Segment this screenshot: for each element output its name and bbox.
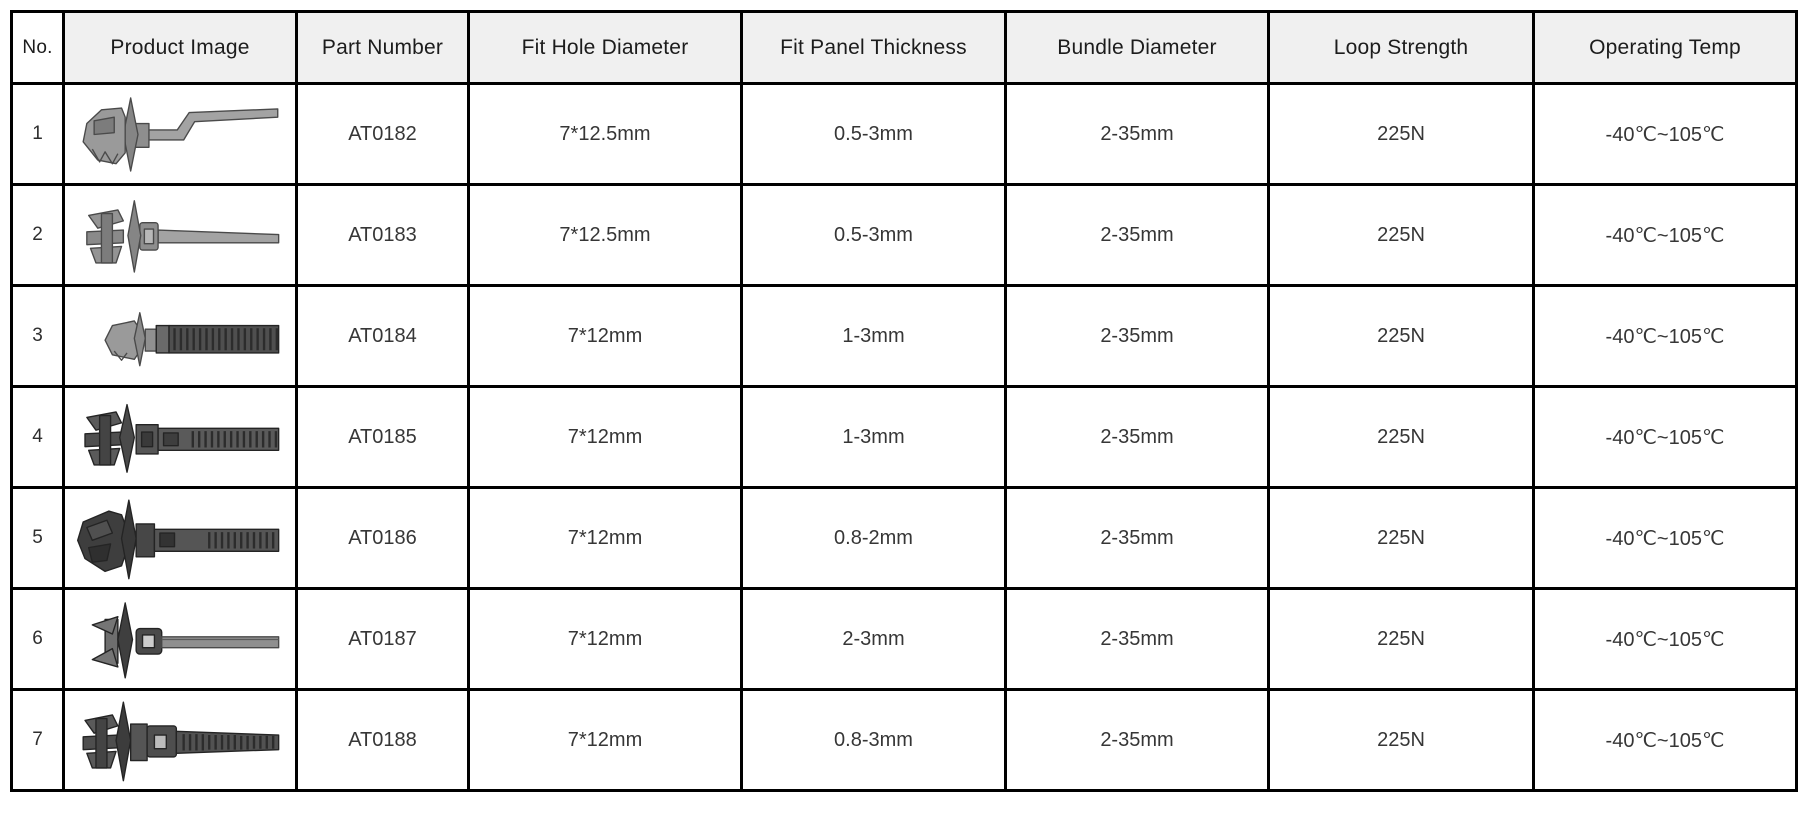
cell-fit-hole-diameter: 7*12.5mm — [467, 183, 743, 287]
cell-operating-temp: -40℃~105℃ — [1532, 385, 1798, 489]
cable-tie-arrowhead-bent-strap-icon — [82, 96, 279, 172]
table-row: 2 AT0183 7*12.5mm 0.5-3mm 2-35mm 225N -4… — [10, 183, 1798, 287]
cell-bundle-diameter: 2-35mm — [1004, 82, 1270, 186]
col-header-loop-strength: Loop Strength — [1267, 10, 1535, 85]
cell-part-number: AT0188 — [295, 688, 470, 792]
cell-operating-temp: -40℃~105℃ — [1532, 587, 1798, 691]
cell-product-image — [62, 183, 298, 287]
cell-fit-panel-thickness: 0.8-2mm — [740, 486, 1007, 590]
table-row: 1 AT0182 7*12.5mm 0.5-3mm 2-35mm 225N -4… — [10, 82, 1798, 186]
cable-tie-fir-tree-straight-strap-icon — [86, 199, 280, 273]
cell-no: 4 — [10, 385, 65, 489]
table-row: 6 AT0187 7*12mm 2-3mm 2-35mm 225N -40℃~1… — [10, 587, 1798, 691]
cell-operating-temp: -40℃~105℃ — [1532, 183, 1798, 287]
cell-no: 5 — [10, 486, 65, 590]
col-header-part-number: Part Number — [295, 10, 470, 85]
cell-fit-panel-thickness: 0.5-3mm — [740, 82, 1007, 186]
cell-bundle-diameter: 2-35mm — [1004, 284, 1270, 388]
cell-product-image — [62, 385, 298, 489]
cell-loop-strength: 225N — [1267, 587, 1535, 691]
cell-bundle-diameter: 2-35mm — [1004, 688, 1270, 792]
cell-fit-panel-thickness: 0.5-3mm — [740, 183, 1007, 287]
cell-no: 2 — [10, 183, 65, 287]
col-header-bundle-diameter: Bundle Diameter — [1004, 10, 1270, 85]
table-row: 7 AT0188 7*12mm 0.8-3mm 2-35mm — [10, 688, 1798, 792]
cell-loop-strength: 225N — [1267, 284, 1535, 388]
cell-part-number: AT0184 — [295, 284, 470, 388]
col-header-fit-panel-thickness: Fit Panel Thickness — [740, 10, 1007, 85]
col-header-product-image: Product Image — [62, 10, 298, 85]
cell-product-image — [62, 82, 298, 186]
product-spec-table: No. Product Image Part Number Fit Hole D… — [10, 10, 1798, 792]
cell-product-image — [62, 587, 298, 691]
cell-part-number: AT0183 — [295, 183, 470, 287]
cell-fit-hole-diameter: 7*12.5mm — [467, 82, 743, 186]
cable-tie-fir-tree-buckle-serrated-strap-icon — [82, 700, 280, 781]
cell-operating-temp: -40℃~105℃ — [1532, 82, 1798, 186]
cable-tie-arrowhead-thin-strap-icon — [91, 601, 280, 679]
col-header-fit-hole-diameter: Fit Hole Diameter — [467, 10, 743, 85]
cell-fit-panel-thickness: 1-3mm — [740, 385, 1007, 489]
cell-bundle-diameter: 2-35mm — [1004, 385, 1270, 489]
cell-no: 1 — [10, 82, 65, 186]
cell-product-image — [62, 284, 298, 388]
cell-fit-hole-diameter: 7*12mm — [467, 385, 743, 489]
cable-tie-fir-tree-serrated-strap-icon — [84, 403, 280, 473]
cell-loop-strength: 225N — [1267, 82, 1535, 186]
cell-bundle-diameter: 2-35mm — [1004, 486, 1270, 590]
cell-operating-temp: -40℃~105℃ — [1532, 486, 1798, 590]
cell-product-image — [62, 486, 298, 590]
cell-fit-hole-diameter: 7*12mm — [467, 284, 743, 388]
col-header-operating-temp: Operating Temp — [1532, 10, 1798, 85]
cell-no: 7 — [10, 688, 65, 792]
table-row: 5 AT0186 7*12mm 0.8-2mm 2-35mm 225N -40℃… — [10, 486, 1798, 590]
cable-tie-heavy-clip-serrated-strap-icon — [77, 498, 280, 579]
cell-part-number: AT0182 — [295, 82, 470, 186]
cell-product-image — [62, 688, 298, 792]
cable-tie-serrated-black-strap-icon — [104, 311, 280, 366]
table-row: 3 AT0184 7*12mm 1-3mm 2-35mm 225N -40℃~1… — [10, 284, 1798, 388]
cell-operating-temp: -40℃~105℃ — [1532, 284, 1798, 388]
cell-loop-strength: 225N — [1267, 183, 1535, 287]
header-row: No. Product Image Part Number Fit Hole D… — [10, 10, 1798, 85]
cell-fit-hole-diameter: 7*12mm — [467, 688, 743, 792]
cell-fit-panel-thickness: 2-3mm — [740, 587, 1007, 691]
cell-part-number: AT0186 — [295, 486, 470, 590]
cell-fit-panel-thickness: 0.8-3mm — [740, 688, 1007, 792]
cell-loop-strength: 225N — [1267, 385, 1535, 489]
cell-part-number: AT0185 — [295, 385, 470, 489]
page: No. Product Image Part Number Fit Hole D… — [10, 10, 1798, 792]
cell-loop-strength: 225N — [1267, 486, 1535, 590]
cell-fit-hole-diameter: 7*12mm — [467, 587, 743, 691]
cell-part-number: AT0187 — [295, 587, 470, 691]
cell-bundle-diameter: 2-35mm — [1004, 183, 1270, 287]
cell-no: 3 — [10, 284, 65, 388]
cell-bundle-diameter: 2-35mm — [1004, 587, 1270, 691]
cell-operating-temp: -40℃~105℃ — [1532, 688, 1798, 792]
col-header-no: No. — [10, 10, 65, 85]
cell-no: 6 — [10, 587, 65, 691]
cell-loop-strength: 225N — [1267, 688, 1535, 792]
cell-fit-panel-thickness: 1-3mm — [740, 284, 1007, 388]
table-row: 4 AT0185 7*12mm 1-3mm 2-35mm — [10, 385, 1798, 489]
cell-fit-hole-diameter: 7*12mm — [467, 486, 743, 590]
